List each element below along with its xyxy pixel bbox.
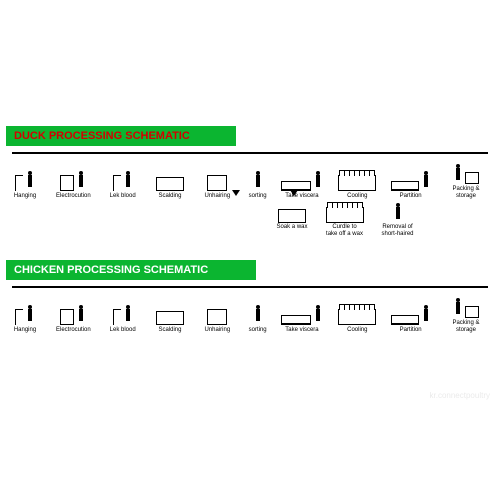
scalding-icon: [150, 297, 190, 325]
duck-station-partition: Partition: [391, 163, 431, 200]
partition-icon: [391, 163, 431, 191]
sorting-label: sorting: [249, 327, 267, 334]
packing-label: Packing & storage: [444, 186, 488, 199]
curdle-icon: [326, 205, 364, 223]
lekblood-icon: [105, 297, 141, 325]
chicken-station-partition: Partition: [391, 297, 431, 334]
duck-rail: [12, 152, 488, 154]
duck-sub-row: Soak a wax Curdle totake off a wax Removal…: [8, 205, 492, 237]
sorting-icon: [245, 163, 271, 191]
duck-sub-soak-wax: Soak a wax: [276, 205, 307, 237]
chicken-stations-row: Hanging Electrocution Lek blood Scalding Unh…: [8, 290, 492, 333]
chicken-title-banner: CHICKEN PROCESSING SCHEMATIC: [6, 260, 256, 280]
packing-label: Packing & storage: [444, 320, 488, 333]
chicken-station-packing: Packing & storage: [440, 290, 492, 333]
duck-stations-row: Hanging Electrocution Lek blood Scalding Unh…: [8, 156, 492, 199]
chicken-station-lekblood: Lek blood: [105, 297, 141, 334]
sorting-icon: [245, 297, 271, 325]
viscera-icon: [280, 163, 324, 191]
duck-title-banner: DUCK PROCESSING SCHEMATIC: [6, 126, 236, 146]
scalding-icon: [150, 163, 190, 191]
electrocution-icon: [51, 163, 95, 191]
chicken-rail: [12, 286, 488, 288]
scalding-label: Scalding: [158, 327, 181, 334]
electrocution-label: Electrocution: [51, 327, 95, 334]
duck-station-sorting: sorting: [245, 163, 271, 200]
chicken-station-viscera: Take viscera: [280, 297, 324, 334]
duck-station-packing: Packing & storage: [440, 156, 492, 199]
lekblood-label: Lek blood: [110, 193, 136, 200]
arrow-down-2: [290, 190, 298, 196]
duck-station-cooling: Cooling: [333, 163, 381, 200]
packing-icon: [440, 290, 492, 318]
hanging-icon: [8, 297, 42, 325]
duck-schematic: Hanging Electrocution Lek blood Scalding Unh…: [0, 152, 500, 237]
unhairing-label: Unhairing: [204, 193, 230, 200]
electrocution-icon: [51, 297, 95, 325]
chicken-station-scalding: Scalding: [150, 297, 190, 334]
chicken-station-electrocution: Electrocution: [51, 297, 95, 334]
soak-wax-icon: [276, 205, 307, 223]
soak-wax-label: Soak a wax: [276, 224, 307, 231]
partition-label: Partition: [400, 327, 422, 334]
cooling-icon: [333, 297, 381, 325]
duck-station-scalding: Scalding: [150, 163, 190, 200]
cooling-icon: [333, 163, 381, 191]
chicken-title-text: CHICKEN PROCESSING SCHEMATIC: [14, 264, 208, 276]
unhairing-icon: [199, 163, 235, 191]
chicken-station-cooling: Cooling: [333, 297, 381, 334]
duck-station-viscera: Take viscera: [280, 163, 324, 200]
unhairing-label: Unhairing: [204, 327, 230, 334]
chicken-station-unhairing: Unhairing: [199, 297, 235, 334]
duck-station-electrocution: Electrocution: [51, 163, 95, 200]
cooling-label: Cooling: [347, 327, 367, 334]
cooling-label: Cooling: [347, 193, 367, 200]
short-haired-icon: [382, 205, 414, 223]
viscera-icon: [280, 297, 324, 325]
viscera-label: Take viscera: [285, 327, 318, 334]
curdle-label: Curdle totake off a wax: [326, 224, 364, 237]
watermark-text: kr.connectpoultry: [430, 391, 490, 400]
duck-station-unhairing: Unhairing: [199, 163, 235, 200]
chicken-station-hanging: Hanging: [8, 297, 42, 334]
chicken-station-sorting: sorting: [245, 297, 271, 334]
duck-sub-short-haired: Removal ofshort-haired: [382, 205, 414, 237]
hanging-label: Hanging: [14, 193, 36, 200]
partition-icon: [391, 297, 431, 325]
duck-sub-curdle: Curdle totake off a wax: [326, 205, 364, 237]
hanging-icon: [8, 163, 42, 191]
chicken-schematic: Hanging Electrocution Lek blood Scalding Unh…: [0, 286, 500, 333]
electrocution-label: Electrocution: [51, 193, 95, 200]
scalding-label: Scalding: [158, 193, 181, 200]
duck-station-lekblood: Lek blood: [105, 163, 141, 200]
duck-station-hanging: Hanging: [8, 163, 42, 200]
unhairing-icon: [199, 297, 235, 325]
lekblood-label: Lek blood: [110, 327, 136, 334]
packing-icon: [440, 156, 492, 184]
duck-title-text: DUCK PROCESSING SCHEMATIC: [14, 130, 190, 142]
arrow-down-1: [232, 190, 240, 196]
short-haired-label: Removal ofshort-haired: [382, 224, 414, 237]
sorting-label: sorting: [249, 193, 267, 200]
hanging-label: Hanging: [14, 327, 36, 334]
partition-label: Partition: [400, 193, 422, 200]
lekblood-icon: [105, 163, 141, 191]
